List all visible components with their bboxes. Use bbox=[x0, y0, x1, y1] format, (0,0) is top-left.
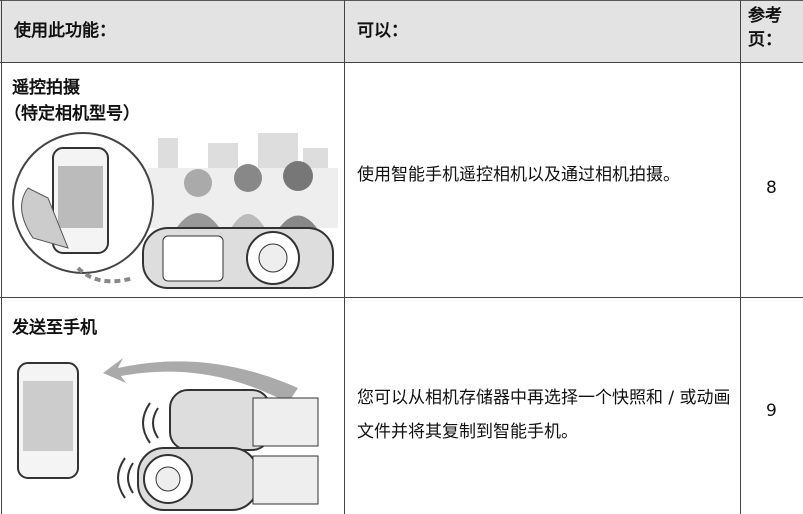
feature-note: （特定相机型号） bbox=[4, 104, 140, 124]
page-number: 9 bbox=[766, 401, 777, 421]
page-number: 8 bbox=[766, 178, 777, 198]
feature-title: 遥控拍摄 bbox=[12, 78, 80, 98]
description: 使用智能手机遥控相机以及通过相机拍摄。 bbox=[357, 165, 680, 185]
border bbox=[0, 62, 803, 63]
header-row bbox=[0, 0, 803, 62]
remote-illustration bbox=[12, 132, 338, 289]
border bbox=[0, 297, 803, 298]
border bbox=[740, 0, 741, 514]
border bbox=[1, 0, 2, 514]
header-cell: 可以： bbox=[357, 21, 408, 41]
send-illustration bbox=[17, 358, 319, 511]
header-cell: 使用此功能： bbox=[14, 21, 116, 41]
header-cell: 参考页： bbox=[748, 6, 782, 50]
border bbox=[344, 0, 345, 514]
description: 您可以从相机存储器中再选择一个快照和 / 或动画文件并将其复制到智能手机。 bbox=[357, 388, 731, 442]
feature-title: 发送至手机 bbox=[12, 318, 97, 338]
